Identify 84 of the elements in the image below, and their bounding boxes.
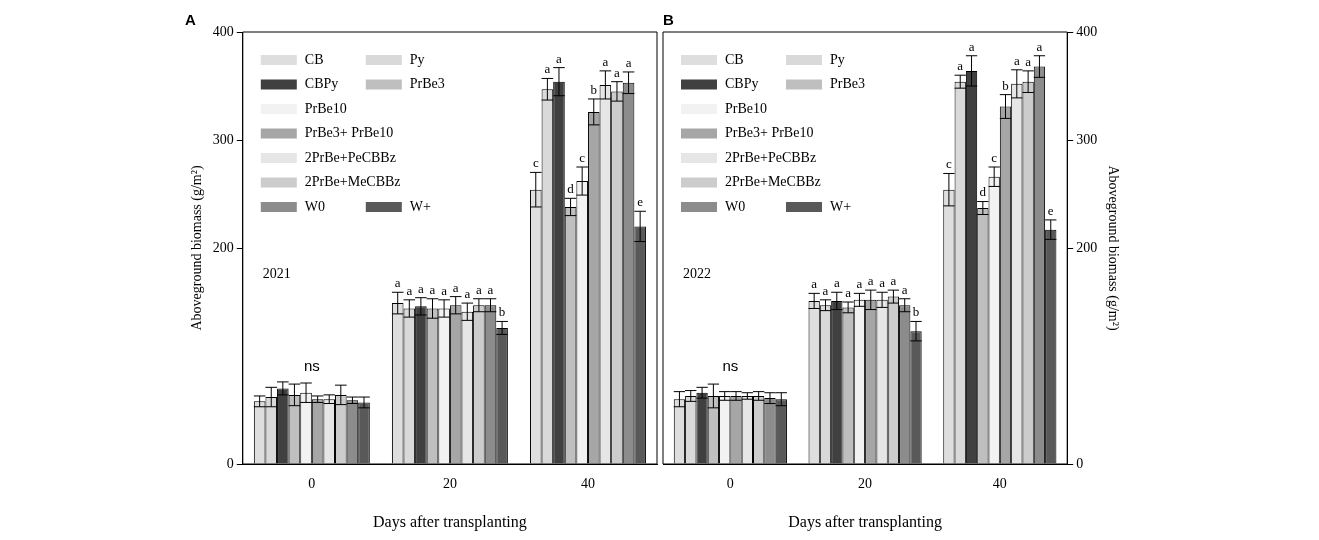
x-tick-label: 0 — [726, 476, 734, 492]
y-tick-label: 300 — [1076, 131, 1098, 147]
data-label: c — [579, 149, 586, 165]
legend-label: CB — [725, 51, 744, 67]
data-label: b — [912, 304, 920, 320]
data-label: c — [946, 156, 953, 172]
annotation: ns — [722, 356, 739, 374]
data-label: a — [890, 273, 897, 289]
data-label: e — [637, 194, 644, 210]
legend-label: W0 — [725, 198, 746, 214]
data-label: a — [614, 64, 621, 80]
x-axis-title: Days after transplanting — [373, 512, 527, 531]
data-label: b — [1002, 77, 1009, 93]
legend-label: 2PrBe+PeCBBz — [725, 149, 817, 165]
x-tick-label: 40 — [992, 476, 1007, 492]
data-label: a — [441, 282, 448, 298]
data-label: d — [567, 181, 575, 197]
x-tick-label: 0 — [308, 476, 316, 492]
data-label: a — [845, 284, 852, 300]
data-label: a — [487, 281, 494, 297]
legend-label: W+ — [830, 198, 852, 214]
data-label: a — [625, 54, 632, 70]
y-tick-label: 0 — [226, 455, 234, 471]
y-tick-label: 300 — [212, 131, 234, 147]
legend-label: Py — [830, 51, 845, 67]
data-label: a — [856, 276, 863, 292]
data-label: a — [1036, 38, 1043, 54]
y-tick-label: 0 — [1076, 455, 1084, 471]
data-label: a — [867, 273, 874, 289]
data-label: a — [1013, 52, 1020, 68]
data-label: a — [811, 276, 818, 292]
legend-label: 2PrBe+PeCBBz — [304, 149, 396, 165]
data-label: c — [532, 155, 539, 171]
data-label: e — [1047, 202, 1054, 218]
data-label: a — [602, 53, 609, 69]
legend-label: Py — [409, 51, 425, 67]
data-label: a — [1025, 53, 1032, 69]
data-label: a — [464, 286, 471, 301]
x-tick-label: 40 — [580, 476, 595, 492]
y-tick-label: 400 — [1076, 23, 1098, 39]
data-label: b — [590, 81, 598, 97]
legend-label: PrBe3+ PrBe10 — [304, 125, 394, 141]
legend-label: PrBe10 — [725, 100, 767, 116]
annotation: 2022 — [683, 265, 711, 281]
legend-label: PrBe10 — [304, 100, 347, 116]
legend-label: PrBe3 — [409, 76, 445, 92]
data-label: a — [879, 275, 886, 291]
x-axis-title: Days after transplanting — [788, 512, 942, 531]
legend-label: CBPy — [725, 76, 759, 92]
data-label: a — [957, 58, 964, 74]
legend-label: 2PrBe+MeCBBz — [725, 174, 821, 190]
chart-title: B — [663, 11, 674, 29]
chart-title: A — [185, 11, 196, 29]
data-label: a — [833, 275, 840, 291]
annotation: ns — [303, 356, 320, 374]
legend-label: PrBe3+ PrBe10 — [725, 125, 814, 141]
legend-label: CB — [304, 51, 324, 67]
data-label: b — [498, 304, 506, 320]
x-tick-label: 20 — [858, 476, 873, 492]
data-label: a — [901, 281, 908, 297]
annotation: 2021 — [262, 265, 291, 281]
data-label: a — [556, 50, 563, 66]
legend-label: W0 — [304, 198, 326, 214]
data-label: a — [394, 275, 401, 291]
y-tick-label: 200 — [212, 239, 234, 255]
data-label: a — [418, 280, 425, 296]
y-axis-title: Aboveground biomass (g/m²) — [189, 165, 206, 331]
data-label: a — [544, 61, 551, 77]
legend-label: W+ — [409, 198, 432, 214]
legend-label: 2PrBe+MeCBBz — [304, 174, 401, 190]
legend-label: CBPy — [304, 76, 339, 92]
legend-label: PrBe3 — [830, 76, 865, 92]
data-label: a — [822, 282, 829, 298]
data-label: a — [476, 281, 482, 297]
data-label: a — [452, 279, 459, 295]
data-label: d — [979, 184, 987, 200]
y-axis-title: Aboveground biomass (g/m²) — [1104, 165, 1121, 331]
y-tick-label: 400 — [212, 23, 234, 39]
data-label: a — [968, 38, 975, 54]
data-label: c — [991, 149, 998, 165]
data-label: a — [406, 282, 413, 298]
y-tick-label: 200 — [1076, 239, 1098, 255]
x-tick-label: 20 — [442, 476, 457, 492]
data-label: a — [429, 281, 436, 297]
